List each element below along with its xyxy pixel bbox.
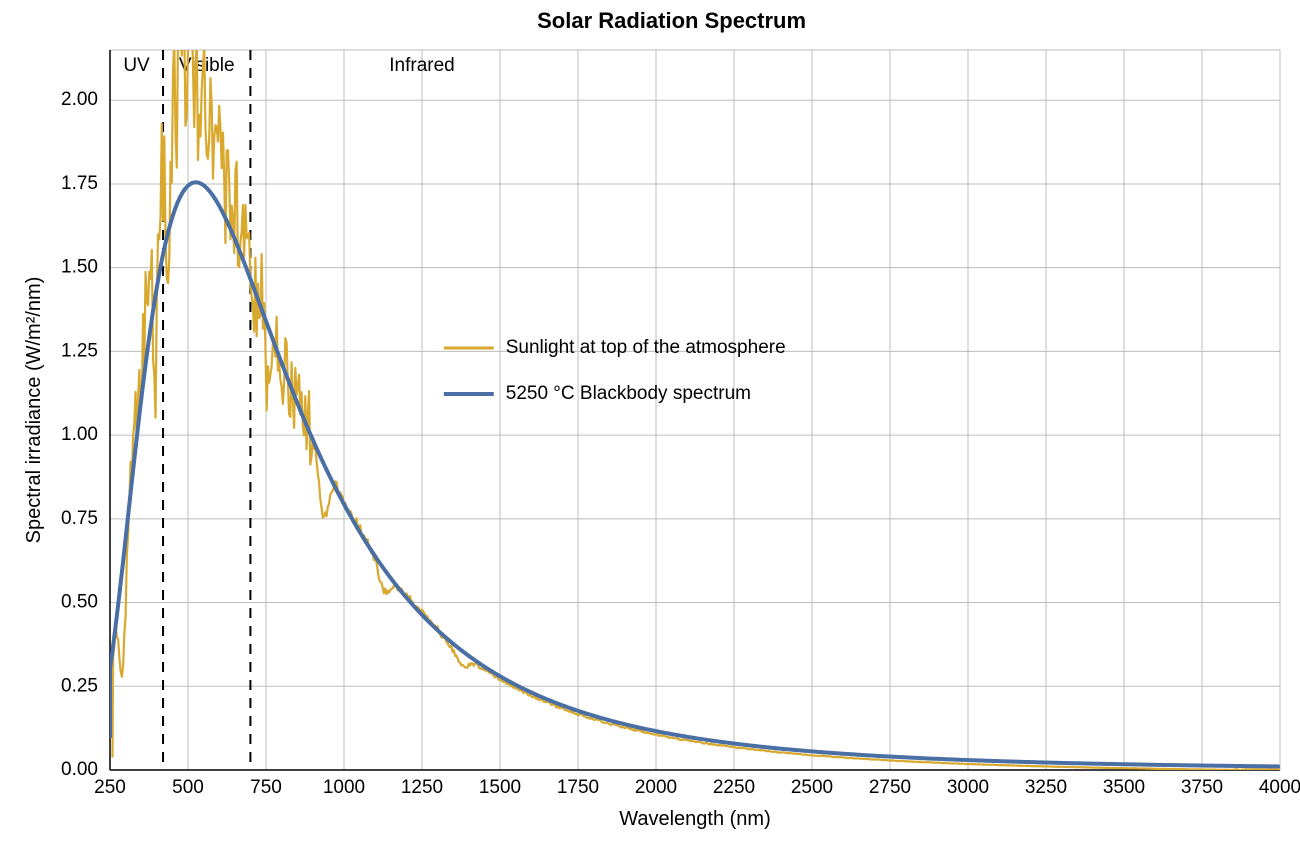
xtick-label: 1000: [323, 777, 365, 798]
xtick-label: 3500: [1103, 777, 1145, 798]
y-axis-label: Spectral irradiance (W/m²/nm): [23, 277, 45, 544]
ytick-label: 1.50: [61, 257, 98, 278]
xtick-label: 750: [250, 777, 282, 798]
region-label: UV: [123, 55, 150, 76]
xtick-label: 3000: [947, 777, 989, 798]
plot-area: [110, 50, 1280, 770]
region-label: Infrared: [389, 55, 454, 76]
ytick-label: 0.50: [61, 592, 98, 613]
chart-container: { "chart": { "type": "line", "title": "S…: [0, 0, 1300, 850]
x-axis-label: Wavelength (nm): [619, 808, 771, 830]
ytick-label: 1.75: [61, 173, 98, 194]
xtick-label: 250: [94, 777, 126, 798]
ytick-label: 0.00: [61, 759, 98, 780]
xtick-label: 1750: [557, 777, 599, 798]
xtick-label: 2250: [713, 777, 755, 798]
ytick-label: 2.00: [61, 89, 98, 110]
ytick-label: 1.00: [61, 424, 98, 445]
legend-label: 5250 °C Blackbody spectrum: [506, 383, 751, 404]
xtick-label: 3250: [1025, 777, 1067, 798]
xtick-label: 1250: [401, 777, 443, 798]
xtick-label: 500: [172, 777, 204, 798]
ytick-label: 0.75: [61, 508, 98, 529]
xtick-label: 1500: [479, 777, 521, 798]
xtick-label: 3750: [1181, 777, 1223, 798]
ytick-label: 1.25: [61, 340, 98, 361]
chart-title: Solar Radiation Spectrum: [537, 8, 806, 33]
xtick-label: 2500: [791, 777, 833, 798]
xtick-label: 4000: [1259, 777, 1300, 798]
legend-label: Sunlight at top of the atmosphere: [506, 337, 786, 358]
ytick-label: 0.25: [61, 675, 98, 696]
chart-svg: Solar Radiation Spectrum 250 500 750 1000 125…: [0, 0, 1300, 850]
xtick-label: 2000: [635, 777, 677, 798]
xtick-label: 2750: [869, 777, 911, 798]
